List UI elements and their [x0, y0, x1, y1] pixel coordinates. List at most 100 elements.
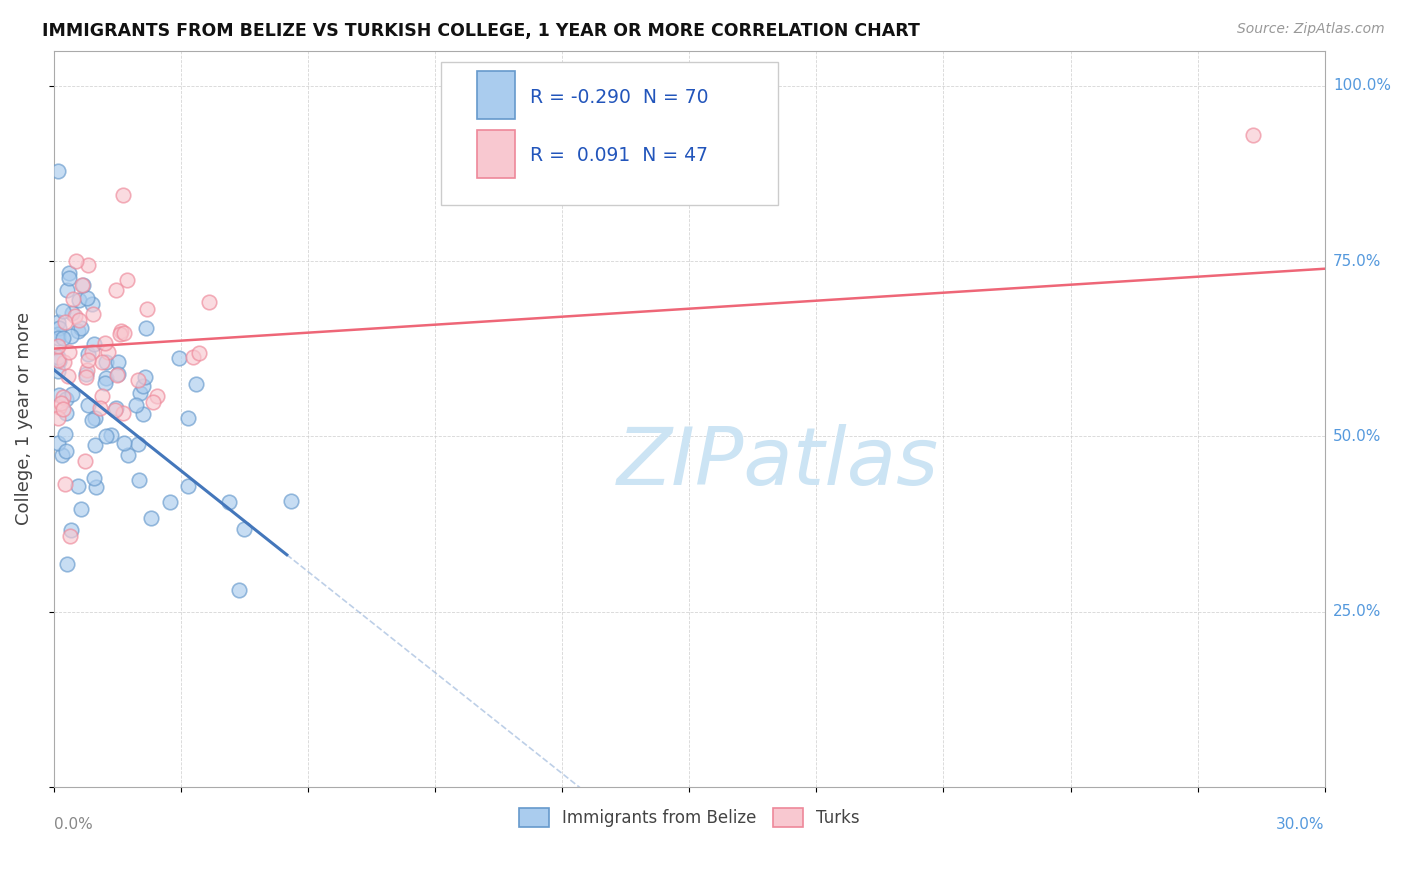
Point — [69, 321, 91, 335]
Point — [159, 495, 181, 509]
Point — [83, 411, 105, 425]
Point — [77, 353, 100, 368]
Point — [46, 164, 69, 178]
Point — [63, 309, 86, 323]
Point — [169, 351, 191, 365]
Point — [49, 396, 72, 410]
Point — [136, 302, 159, 317]
Point — [75, 454, 97, 468]
Point — [80, 345, 103, 359]
Point — [83, 337, 105, 351]
Point — [60, 329, 83, 343]
Point — [48, 320, 70, 334]
Point — [1241, 128, 1264, 142]
Point — [52, 390, 75, 404]
Point — [82, 306, 104, 320]
Point — [67, 312, 90, 326]
Point — [218, 495, 240, 509]
Text: 25.0%: 25.0% — [1333, 604, 1381, 619]
Point — [46, 326, 69, 341]
Point — [72, 277, 94, 292]
Point — [52, 331, 75, 345]
Y-axis label: College, 1 year or more: College, 1 year or more — [15, 312, 32, 525]
Point — [46, 353, 69, 368]
Point — [80, 413, 103, 427]
Point — [112, 435, 135, 450]
Point — [59, 529, 82, 543]
Point — [125, 397, 148, 411]
Point — [146, 389, 169, 403]
Point — [84, 480, 107, 494]
Point — [84, 438, 107, 452]
Point — [127, 436, 149, 450]
Text: 100.0%: 100.0% — [1333, 78, 1391, 94]
Bar — [477, 130, 515, 178]
Point — [67, 293, 90, 307]
Point — [128, 473, 150, 487]
Point — [110, 324, 132, 338]
Point — [91, 389, 114, 403]
Point — [46, 436, 69, 450]
Point — [58, 271, 80, 285]
Point — [228, 582, 250, 597]
Point — [94, 370, 117, 384]
FancyBboxPatch shape — [441, 62, 778, 205]
Text: 30.0%: 30.0% — [1277, 817, 1324, 832]
Point — [77, 347, 100, 361]
Bar — [477, 71, 515, 120]
Point — [135, 320, 157, 334]
Point — [51, 449, 73, 463]
Point — [48, 354, 70, 368]
Point — [107, 368, 129, 383]
Point — [55, 283, 77, 297]
Point — [62, 293, 84, 307]
Point — [115, 273, 138, 287]
Point — [53, 477, 76, 491]
Text: Source: ZipAtlas.com: Source: ZipAtlas.com — [1237, 22, 1385, 37]
Point — [52, 304, 75, 318]
Point — [91, 355, 114, 369]
Point — [187, 345, 209, 359]
Point — [89, 401, 111, 415]
Point — [46, 315, 69, 329]
Point — [111, 187, 134, 202]
Point — [139, 511, 162, 525]
Point — [55, 427, 77, 442]
Point — [100, 427, 122, 442]
Point — [134, 370, 156, 384]
Point — [60, 523, 83, 537]
Point — [70, 277, 93, 292]
Point — [186, 377, 208, 392]
Point — [83, 471, 105, 485]
Point — [66, 324, 89, 338]
Point — [131, 407, 153, 421]
Point — [177, 410, 200, 425]
Text: R = -0.290  N = 70: R = -0.290 N = 70 — [530, 87, 709, 106]
Point — [56, 368, 79, 383]
Point — [104, 401, 127, 415]
Legend: Immigrants from Belize, Turks: Immigrants from Belize, Turks — [512, 801, 866, 834]
Point — [181, 350, 204, 364]
Point — [280, 493, 302, 508]
Point — [48, 400, 70, 414]
Point — [58, 344, 80, 359]
Point — [108, 326, 131, 341]
Point — [55, 392, 77, 406]
Point — [76, 398, 98, 412]
Point — [97, 345, 120, 359]
Point — [117, 448, 139, 462]
Point — [198, 295, 221, 310]
Point — [177, 479, 200, 493]
Point — [96, 355, 118, 369]
Point — [46, 350, 69, 364]
Point — [55, 315, 77, 329]
Point — [75, 368, 97, 382]
Point — [60, 306, 83, 320]
Point — [69, 501, 91, 516]
Point — [94, 335, 117, 350]
Point — [65, 254, 87, 268]
Point — [142, 395, 165, 409]
Point — [52, 355, 75, 369]
Point — [103, 402, 125, 417]
Point — [233, 522, 256, 536]
